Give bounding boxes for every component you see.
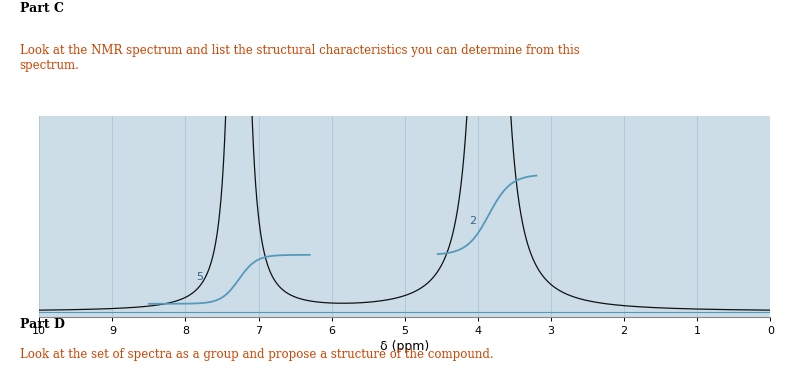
Text: 2: 2 [469, 215, 476, 225]
X-axis label: δ (ppm): δ (ppm) [380, 340, 429, 353]
Text: Look at the NMR spectrum and list the structural characteristics you can determi: Look at the NMR spectrum and list the st… [20, 44, 579, 72]
Text: 5: 5 [196, 273, 204, 282]
Text: Part C: Part C [20, 2, 64, 15]
Text: Look at the set of spectra as a group and propose a structure of the compound.: Look at the set of spectra as a group an… [20, 348, 494, 361]
Text: Part D: Part D [20, 318, 64, 331]
